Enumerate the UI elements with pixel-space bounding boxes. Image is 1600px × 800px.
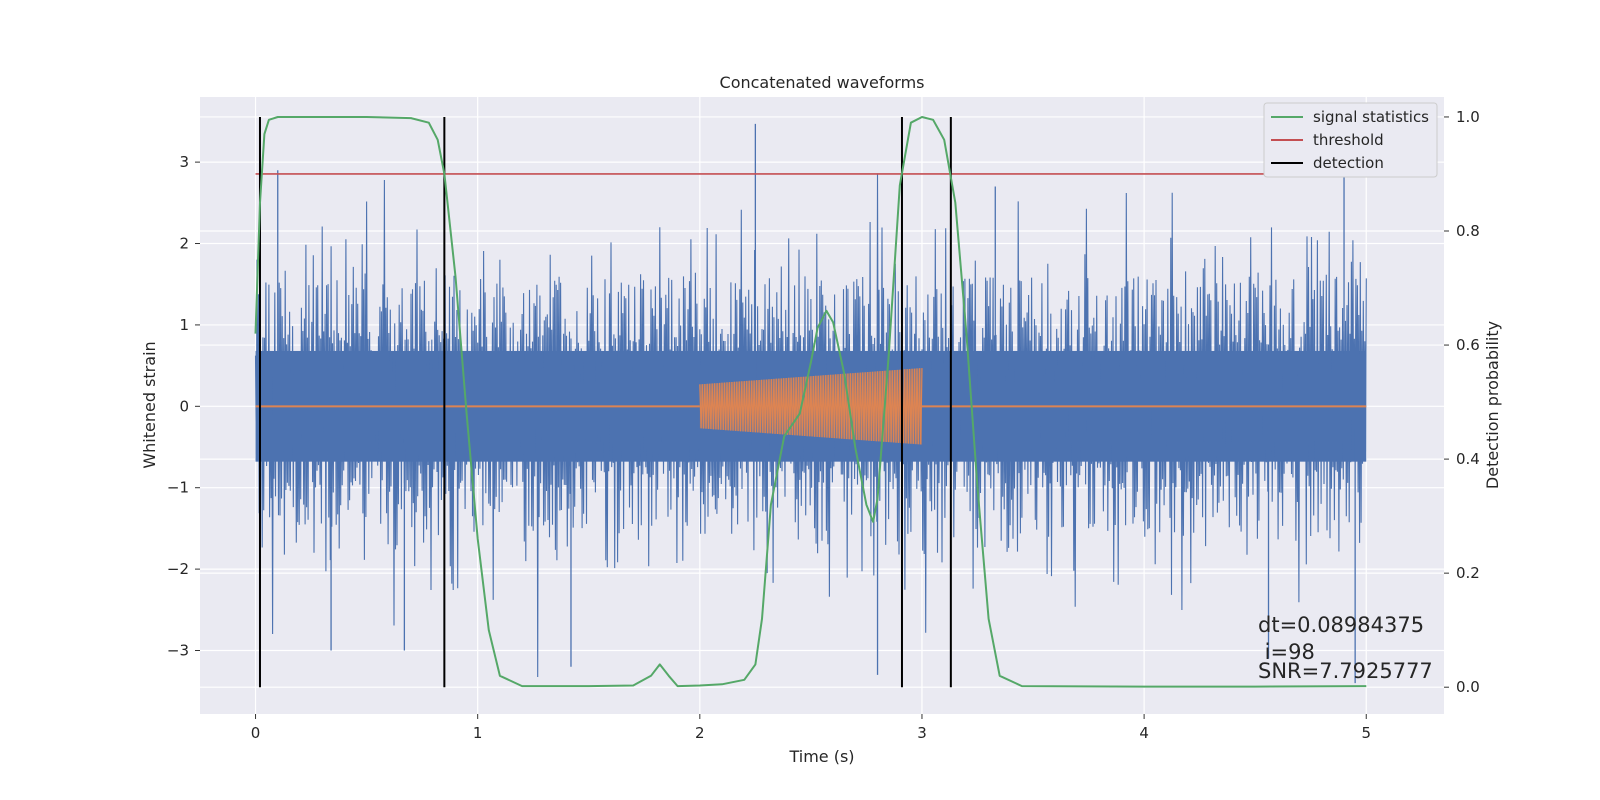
y2-tick-label: 1.0 <box>1456 108 1480 126</box>
statistics-series <box>254 116 1367 688</box>
y2-tick-label: 0.4 <box>1456 450 1480 468</box>
detection-series <box>258 116 952 688</box>
annotation-index: i=98 <box>1258 640 1315 664</box>
y2-tick-label: 0.8 <box>1456 222 1480 240</box>
x-tick-label: 0 <box>251 724 261 742</box>
legend-label-detection: detection <box>1313 154 1384 172</box>
x-tick-label: 2 <box>695 724 705 742</box>
x-axis-label: Time (s) <box>788 747 854 766</box>
x-tick-label: 4 <box>1139 724 1149 742</box>
strain-line <box>254 173 1367 678</box>
x-tick-label: 3 <box>917 724 927 742</box>
y-tick-label: −2 <box>167 560 189 578</box>
y2-tick-label: 0.0 <box>1456 678 1480 696</box>
y-tick-label: −3 <box>167 642 189 660</box>
chart-title: Concatenated waveforms <box>720 73 925 92</box>
waveform-series <box>255 368 1367 445</box>
y-tick-label: 1 <box>179 316 189 334</box>
y2-tick-label: 0.6 <box>1456 336 1480 354</box>
x-tick-label: 1 <box>473 724 483 742</box>
y-axis-label: Whitened strain <box>140 341 159 468</box>
y-axis-right: 0.0 0.2 0.4 0.6 0.8 1.0 <box>1444 108 1480 696</box>
waveform-chirp <box>699 368 923 445</box>
legend-label-signal-statistics: signal statistics <box>1313 108 1429 126</box>
x-axis: 0 1 2 3 4 5 <box>251 714 1371 742</box>
y-axis-left: −3 −2 −1 0 1 2 3 <box>167 153 200 660</box>
y-tick-label: −1 <box>167 479 189 497</box>
legend-label-threshold: threshold <box>1313 131 1384 149</box>
signal-statistics-line <box>254 116 1367 688</box>
x-tick-label: 5 <box>1361 724 1371 742</box>
y-tick-label: 2 <box>179 235 189 253</box>
y2-axis-label: Detection probability <box>1483 321 1502 489</box>
annotation-dt: dt=0.08984375 <box>1258 613 1424 637</box>
legend-box <box>1263 102 1438 178</box>
y-tick-label: 3 <box>179 153 189 171</box>
legend: signal statistics threshold detection <box>1263 102 1438 178</box>
y2-tick-label: 0.2 <box>1456 564 1480 582</box>
y-tick-label: 0 <box>179 397 189 415</box>
annotation-snr: SNR=7.7925777 <box>1258 659 1433 683</box>
